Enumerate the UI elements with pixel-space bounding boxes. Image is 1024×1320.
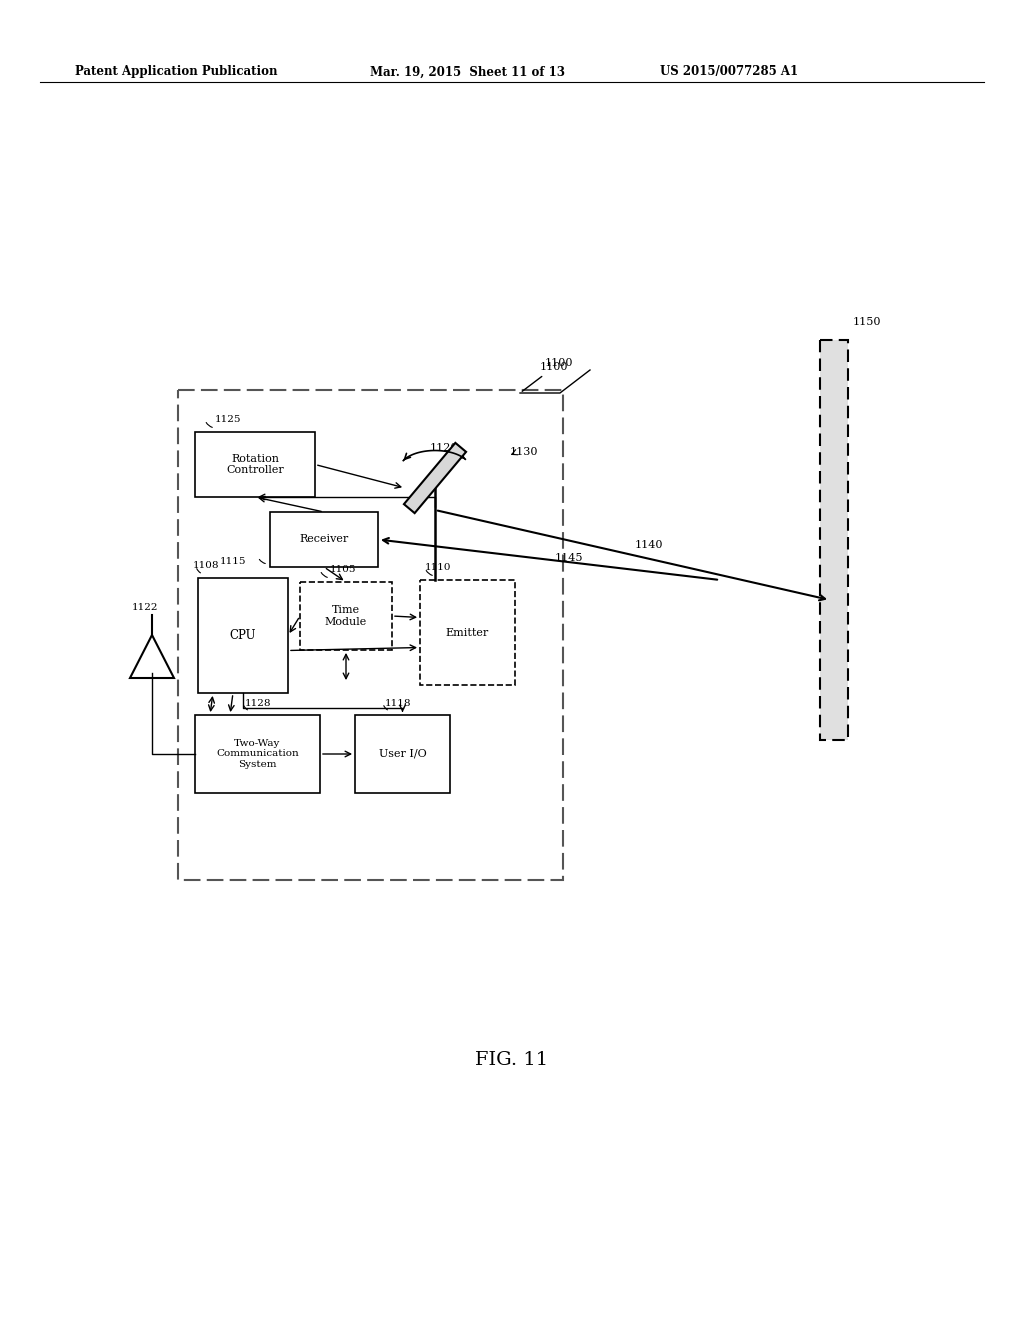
Text: FIG. 11: FIG. 11: [475, 1051, 549, 1069]
Text: User I/O: User I/O: [379, 748, 426, 759]
Text: Rotation
Controller: Rotation Controller: [226, 454, 284, 475]
Text: 1150: 1150: [853, 317, 882, 327]
Text: 1122: 1122: [132, 602, 159, 611]
Text: 1100: 1100: [522, 362, 568, 391]
Text: 1140: 1140: [635, 540, 664, 550]
Text: 1100: 1100: [545, 358, 573, 368]
Bar: [195, 715, 319, 793]
Text: Patent Application Publication: Patent Application Publication: [75, 66, 278, 78]
Bar: [300, 582, 392, 649]
Text: Emitter: Emitter: [445, 627, 489, 638]
Bar: [420, 579, 515, 685]
Text: 1130: 1130: [510, 447, 539, 457]
Bar: [195, 432, 315, 498]
Text: Mar. 19, 2015  Sheet 11 of 13: Mar. 19, 2015 Sheet 11 of 13: [370, 66, 565, 78]
Text: CPU: CPU: [229, 630, 256, 642]
Text: 1118: 1118: [385, 698, 412, 708]
Text: Receiver: Receiver: [299, 535, 348, 544]
Text: 1125: 1125: [215, 416, 242, 425]
Text: Time
Module: Time Module: [325, 605, 368, 627]
Text: 1105: 1105: [330, 565, 356, 574]
Bar: [355, 715, 450, 793]
Bar: [178, 389, 563, 880]
Text: 1115: 1115: [220, 557, 247, 566]
Text: Two-Way
Communication
System: Two-Way Communication System: [216, 739, 299, 768]
Bar: [198, 578, 288, 693]
Text: 1145: 1145: [555, 553, 584, 564]
Bar: [270, 512, 378, 568]
Bar: [820, 341, 848, 741]
Polygon shape: [403, 442, 466, 513]
Text: 1110: 1110: [425, 564, 452, 573]
Text: 1120: 1120: [430, 444, 459, 453]
Text: 1108: 1108: [193, 561, 219, 570]
Text: 1128: 1128: [245, 698, 271, 708]
Text: US 2015/0077285 A1: US 2015/0077285 A1: [660, 66, 798, 78]
